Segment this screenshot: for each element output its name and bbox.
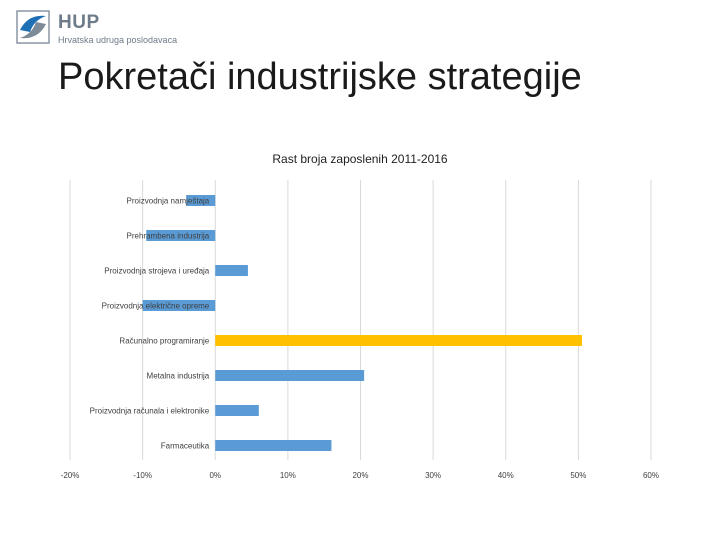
x-tick-label: 50% <box>570 471 586 480</box>
hup-logo-icon <box>16 10 50 44</box>
bar <box>215 440 332 451</box>
x-tick-label: 20% <box>352 471 368 480</box>
x-tick-label: 10% <box>280 471 296 480</box>
slide-title: Pokretači industrijske strategije <box>58 56 582 98</box>
category-label: Proizvodnja namještaja <box>127 197 210 206</box>
x-tick-label: 60% <box>643 471 659 480</box>
category-label: Računalno programiranje <box>119 337 209 346</box>
category-label: Prehrambena industrija <box>127 232 210 241</box>
chart-title: Rast broja zaposlenih 2011-2016 <box>272 152 448 166</box>
bar <box>186 195 216 206</box>
logo-subtitle: Hrvatska udruga poslodavaca <box>58 35 178 45</box>
category-label: Proizvodnja električne opreme <box>102 302 210 311</box>
logo: HUP Hrvatska udruga poslodavaca <box>16 10 186 50</box>
bar <box>215 265 248 276</box>
bar <box>146 230 216 241</box>
x-tick-label: -20% <box>61 471 80 480</box>
category-label: Farmaceutika <box>161 442 210 451</box>
x-tick-label: 40% <box>498 471 514 480</box>
category-label: Metalna industrija <box>147 372 210 381</box>
x-tick-label: 0% <box>209 471 221 480</box>
bar <box>215 370 365 381</box>
x-tick-label: 30% <box>425 471 441 480</box>
bar <box>215 405 259 416</box>
logo-name: HUP <box>58 12 100 33</box>
bar <box>142 300 216 311</box>
bar <box>215 335 583 346</box>
category-label: Proizvodnja računala i elektronike <box>90 407 210 416</box>
x-tick-label: -10% <box>133 471 152 480</box>
category-label: Proizvodnja strojeva i uređaja <box>104 267 209 276</box>
